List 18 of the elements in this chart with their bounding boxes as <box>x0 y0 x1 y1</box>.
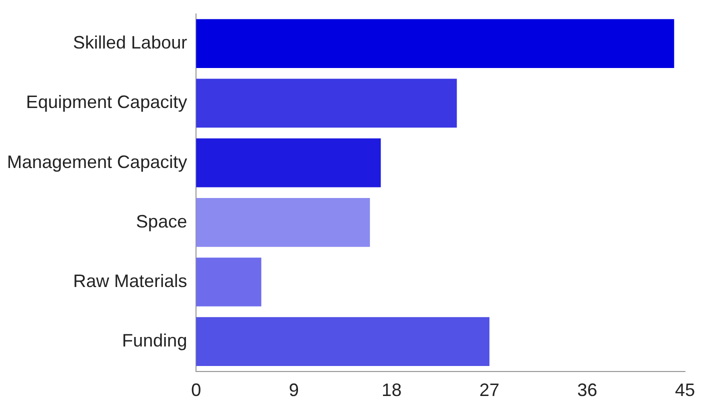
x-tick-label: 9 <box>288 380 299 400</box>
x-tick-label: 18 <box>382 380 402 400</box>
bar <box>196 258 262 306</box>
bar <box>196 78 457 128</box>
x-tick-label: 27 <box>479 380 500 400</box>
y-tick-label: Management Capacity <box>6 152 188 172</box>
x-tick-label: 36 <box>577 380 598 400</box>
x-tick-label: 45 <box>674 380 696 400</box>
y-tick-label: Raw Materials <box>73 270 188 291</box>
x-tick-label: 0 <box>191 380 202 400</box>
bar <box>196 198 370 247</box>
bar <box>196 138 381 188</box>
y-tick-label: Equipment Capacity <box>26 92 188 112</box>
y-tick-label: Space <box>136 211 188 232</box>
bar <box>196 19 674 68</box>
bar <box>196 317 490 366</box>
y-tick-label: Skilled Labour <box>73 32 188 53</box>
y-tick-label: Funding <box>122 330 188 351</box>
